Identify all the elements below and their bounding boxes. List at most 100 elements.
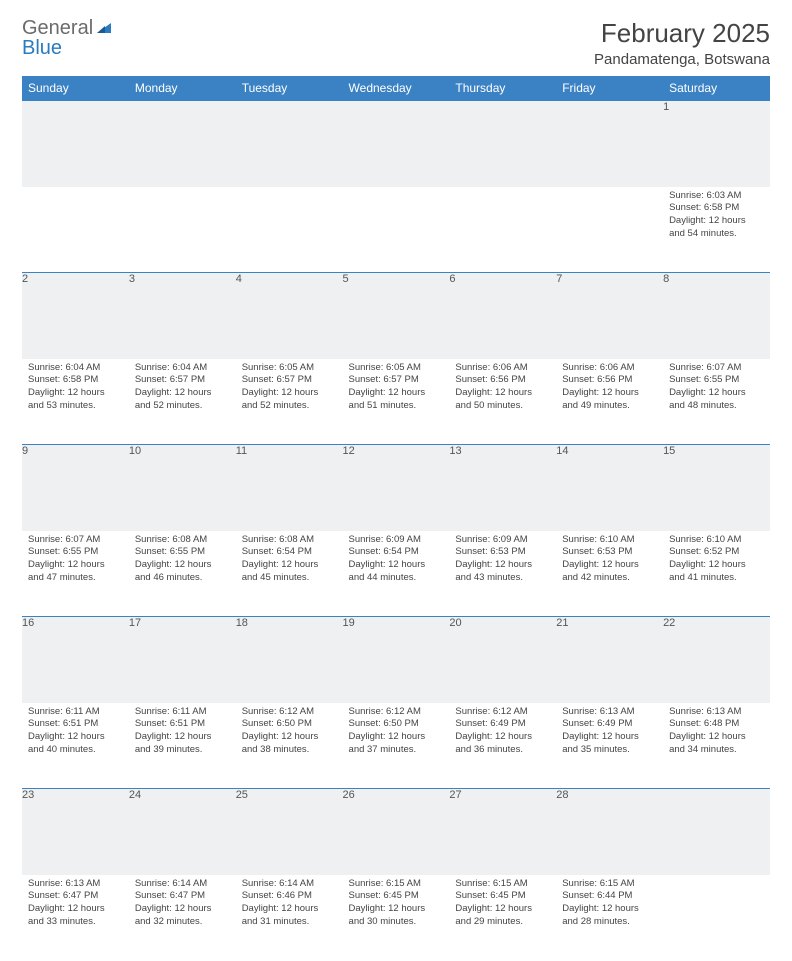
weekday-header: Tuesday xyxy=(236,76,343,101)
logo-text: General Blue xyxy=(22,18,113,58)
day-cell: Sunrise: 6:06 AMSunset: 6:56 PMDaylight:… xyxy=(449,359,556,445)
calendar-header: SundayMondayTuesdayWednesdayThursdayFrid… xyxy=(22,76,770,101)
sunrise-line: Sunrise: 6:13 AM xyxy=(28,878,123,891)
day-cell: Sunrise: 6:12 AMSunset: 6:49 PMDaylight:… xyxy=(449,703,556,789)
day-number-row: 1 xyxy=(22,101,770,187)
sunset-line: Sunset: 6:57 PM xyxy=(135,374,230,387)
daylight-line: Daylight: 12 hours and 30 minutes. xyxy=(349,903,444,929)
day-data-row: Sunrise: 6:13 AMSunset: 6:47 PMDaylight:… xyxy=(22,875,770,961)
sunset-line: Sunset: 6:51 PM xyxy=(135,718,230,731)
sunrise-line: Sunrise: 6:11 AM xyxy=(135,706,230,719)
day-cell xyxy=(129,187,236,273)
daylight-line: Daylight: 12 hours and 41 minutes. xyxy=(669,559,764,585)
daylight-line: Daylight: 12 hours and 31 minutes. xyxy=(242,903,337,929)
weekday-header: Sunday xyxy=(22,76,129,101)
day-number: 11 xyxy=(236,445,343,531)
title-block: February 2025 Pandamatenga, Botswana xyxy=(594,18,770,68)
daylight-line: Daylight: 12 hours and 54 minutes. xyxy=(669,215,764,241)
daylight-line: Daylight: 12 hours and 38 minutes. xyxy=(242,731,337,757)
day-cell: Sunrise: 6:06 AMSunset: 6:56 PMDaylight:… xyxy=(556,359,663,445)
day-cell: Sunrise: 6:15 AMSunset: 6:44 PMDaylight:… xyxy=(556,875,663,961)
sunrise-line: Sunrise: 6:05 AM xyxy=(349,362,444,375)
day-cell: Sunrise: 6:05 AMSunset: 6:57 PMDaylight:… xyxy=(343,359,450,445)
daylight-line: Daylight: 12 hours and 53 minutes. xyxy=(28,387,123,413)
sunset-line: Sunset: 6:50 PM xyxy=(349,718,444,731)
sunset-line: Sunset: 6:50 PM xyxy=(242,718,337,731)
daylight-line: Daylight: 12 hours and 33 minutes. xyxy=(28,903,123,929)
day-number: 19 xyxy=(343,617,450,703)
header: General Blue February 2025 Pandamatenga,… xyxy=(22,18,770,68)
day-cell xyxy=(556,187,663,273)
sunset-line: Sunset: 6:54 PM xyxy=(242,546,337,559)
day-cell: Sunrise: 6:03 AMSunset: 6:58 PMDaylight:… xyxy=(663,187,770,273)
sunrise-line: Sunrise: 6:08 AM xyxy=(135,534,230,547)
sunrise-line: Sunrise: 6:10 AM xyxy=(669,534,764,547)
day-data-row: Sunrise: 6:07 AMSunset: 6:55 PMDaylight:… xyxy=(22,531,770,617)
day-cell xyxy=(449,187,556,273)
day-number: 5 xyxy=(343,273,450,359)
day-number: 21 xyxy=(556,617,663,703)
sunset-line: Sunset: 6:56 PM xyxy=(562,374,657,387)
sunset-line: Sunset: 6:49 PM xyxy=(455,718,550,731)
day-number-row: 232425262728 xyxy=(22,789,770,875)
day-cell: Sunrise: 6:12 AMSunset: 6:50 PMDaylight:… xyxy=(343,703,450,789)
day-data-row: Sunrise: 6:11 AMSunset: 6:51 PMDaylight:… xyxy=(22,703,770,789)
daylight-line: Daylight: 12 hours and 52 minutes. xyxy=(135,387,230,413)
daylight-line: Daylight: 12 hours and 35 minutes. xyxy=(562,731,657,757)
day-cell: Sunrise: 6:07 AMSunset: 6:55 PMDaylight:… xyxy=(22,531,129,617)
day-cell: Sunrise: 6:13 AMSunset: 6:47 PMDaylight:… xyxy=(22,875,129,961)
sunrise-line: Sunrise: 6:05 AM xyxy=(242,362,337,375)
daylight-line: Daylight: 12 hours and 32 minutes. xyxy=(135,903,230,929)
sunrise-line: Sunrise: 6:07 AM xyxy=(28,534,123,547)
day-cell: Sunrise: 6:15 AMSunset: 6:45 PMDaylight:… xyxy=(449,875,556,961)
day-cell: Sunrise: 6:12 AMSunset: 6:50 PMDaylight:… xyxy=(236,703,343,789)
day-number-row: 9101112131415 xyxy=(22,445,770,531)
day-cell: Sunrise: 6:10 AMSunset: 6:53 PMDaylight:… xyxy=(556,531,663,617)
day-number: 15 xyxy=(663,445,770,531)
day-cell: Sunrise: 6:08 AMSunset: 6:55 PMDaylight:… xyxy=(129,531,236,617)
daylight-line: Daylight: 12 hours and 28 minutes. xyxy=(562,903,657,929)
daylight-line: Daylight: 12 hours and 50 minutes. xyxy=(455,387,550,413)
day-cell: Sunrise: 6:15 AMSunset: 6:45 PMDaylight:… xyxy=(343,875,450,961)
sunrise-line: Sunrise: 6:09 AM xyxy=(455,534,550,547)
sunset-line: Sunset: 6:55 PM xyxy=(669,374,764,387)
sunrise-line: Sunrise: 6:09 AM xyxy=(349,534,444,547)
sunset-line: Sunset: 6:58 PM xyxy=(669,202,764,215)
day-number xyxy=(343,101,450,187)
sunrise-line: Sunrise: 6:13 AM xyxy=(669,706,764,719)
day-number: 22 xyxy=(663,617,770,703)
sunset-line: Sunset: 6:46 PM xyxy=(242,890,337,903)
day-number-row: 16171819202122 xyxy=(22,617,770,703)
weekday-header: Wednesday xyxy=(343,76,450,101)
day-cell: Sunrise: 6:09 AMSunset: 6:53 PMDaylight:… xyxy=(449,531,556,617)
day-number xyxy=(663,789,770,875)
day-cell: Sunrise: 6:14 AMSunset: 6:46 PMDaylight:… xyxy=(236,875,343,961)
weekday-header: Monday xyxy=(129,76,236,101)
day-data-row: Sunrise: 6:03 AMSunset: 6:58 PMDaylight:… xyxy=(22,187,770,273)
day-number xyxy=(129,101,236,187)
location: Pandamatenga, Botswana xyxy=(594,51,770,68)
sunset-line: Sunset: 6:58 PM xyxy=(28,374,123,387)
daylight-line: Daylight: 12 hours and 51 minutes. xyxy=(349,387,444,413)
sunrise-line: Sunrise: 6:12 AM xyxy=(349,706,444,719)
daylight-line: Daylight: 12 hours and 48 minutes. xyxy=(669,387,764,413)
day-cell: Sunrise: 6:14 AMSunset: 6:47 PMDaylight:… xyxy=(129,875,236,961)
day-cell: Sunrise: 6:08 AMSunset: 6:54 PMDaylight:… xyxy=(236,531,343,617)
day-cell: Sunrise: 6:07 AMSunset: 6:55 PMDaylight:… xyxy=(663,359,770,445)
day-cell xyxy=(663,875,770,961)
sunset-line: Sunset: 6:53 PM xyxy=(562,546,657,559)
day-number: 16 xyxy=(22,617,129,703)
daylight-line: Daylight: 12 hours and 47 minutes. xyxy=(28,559,123,585)
daylight-line: Daylight: 12 hours and 34 minutes. xyxy=(669,731,764,757)
day-number: 9 xyxy=(22,445,129,531)
day-cell: Sunrise: 6:04 AMSunset: 6:57 PMDaylight:… xyxy=(129,359,236,445)
day-number: 17 xyxy=(129,617,236,703)
sunset-line: Sunset: 6:51 PM xyxy=(28,718,123,731)
sunrise-line: Sunrise: 6:13 AM xyxy=(562,706,657,719)
daylight-line: Daylight: 12 hours and 40 minutes. xyxy=(28,731,123,757)
day-number: 6 xyxy=(449,273,556,359)
sunrise-line: Sunrise: 6:14 AM xyxy=(135,878,230,891)
day-number-row: 2345678 xyxy=(22,273,770,359)
calendar-table: SundayMondayTuesdayWednesdayThursdayFrid… xyxy=(22,76,770,961)
day-cell: Sunrise: 6:10 AMSunset: 6:52 PMDaylight:… xyxy=(663,531,770,617)
